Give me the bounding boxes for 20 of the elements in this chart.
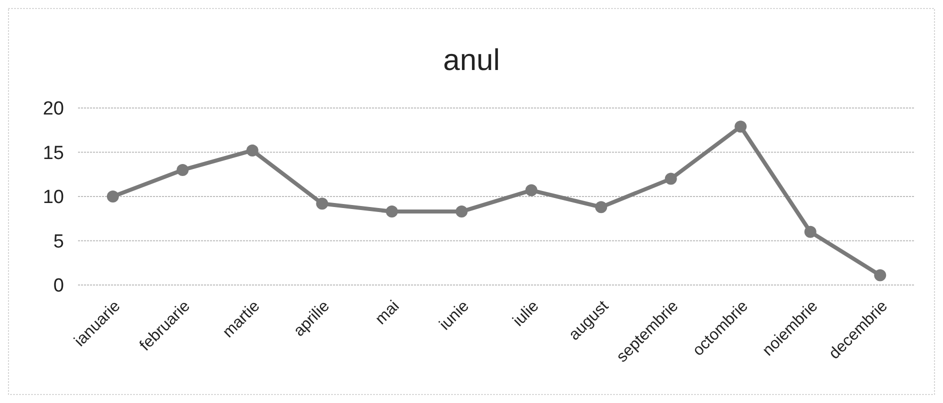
point [456, 206, 468, 218]
point [804, 226, 816, 238]
point [316, 198, 328, 210]
y-tick-label: 10 [42, 187, 64, 208]
point [734, 120, 747, 133]
point [525, 184, 538, 196]
point [176, 164, 189, 176]
point [664, 172, 677, 185]
y-tick-label: 0 [53, 276, 64, 297]
point [874, 269, 886, 282]
point [106, 190, 119, 202]
x-tick-label: mai [372, 298, 403, 328]
point [595, 201, 608, 214]
y-tick-label: 20 [42, 98, 64, 120]
y-tick-label: 15 [42, 142, 64, 164]
point [246, 144, 258, 156]
point [386, 206, 398, 218]
chart-title: anul [443, 44, 500, 77]
y-tick-label: 5 [53, 231, 64, 252]
x-tick-label: iulie [510, 298, 542, 330]
